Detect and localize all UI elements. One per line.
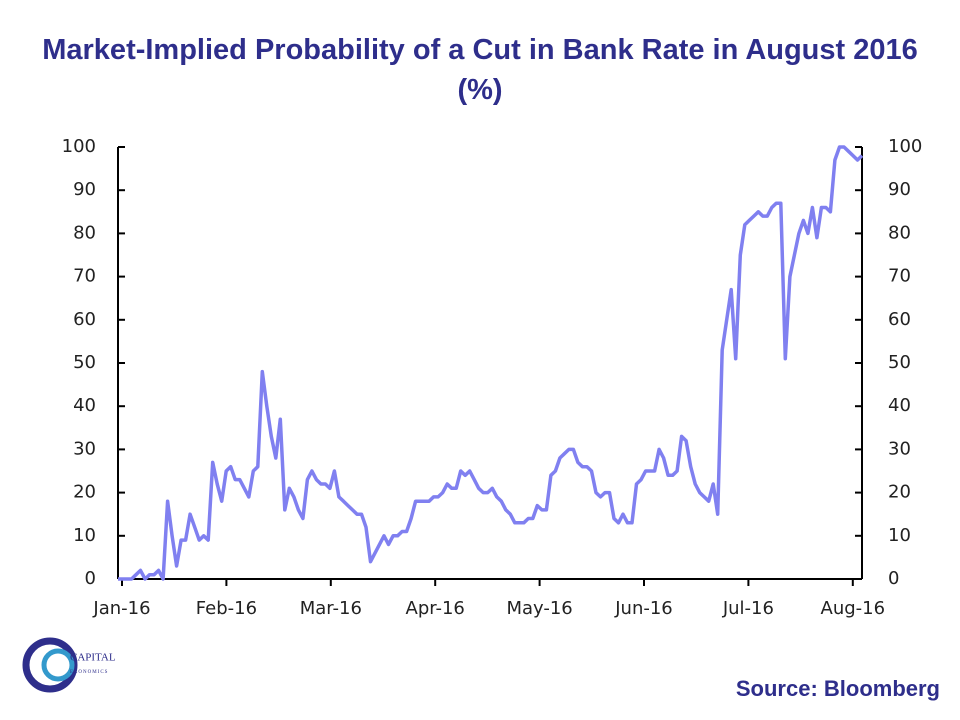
y2-tick-label: 40: [888, 395, 911, 416]
y-tick-label: 100: [62, 136, 96, 157]
x-tick-label: Mar-16: [300, 598, 362, 619]
y2-tick-label: 10: [888, 525, 911, 546]
x-tick-label: Jun-16: [614, 598, 673, 619]
y2-tick-label: 90: [888, 179, 911, 200]
x-tick-label: Apr-16: [406, 598, 465, 619]
y-tick-label: 50: [73, 352, 96, 373]
y2-tick-label: 60: [888, 309, 911, 330]
y-tick-label: 40: [73, 395, 96, 416]
x-tick-label: Aug-16: [821, 598, 886, 619]
y-tick-label: 60: [73, 309, 96, 330]
y2-tick-label: 0: [888, 568, 899, 589]
x-tick-label: Jan-16: [92, 598, 150, 619]
source: Source: Bloomberg: [736, 676, 940, 701]
y-tick-label: 80: [73, 222, 96, 243]
y-tick-label: 0: [85, 568, 96, 589]
x-tick-label: Feb-16: [196, 598, 257, 619]
y2-tick-label: 100: [888, 136, 922, 157]
logo: CAPITAL ECONOMICS: [22, 637, 116, 693]
x-tick-label: Jul-16: [722, 598, 774, 619]
data-line: [118, 145, 864, 581]
logo-ring: [22, 637, 78, 693]
y-tick-label: 20: [73, 482, 96, 503]
logo-name: CAPITAL: [70, 652, 116, 664]
y-tick-label: 10: [73, 525, 96, 546]
y2-tick-label: 30: [888, 438, 911, 459]
x-tick-label: May-16: [506, 598, 572, 619]
y-tick-label: 70: [73, 266, 96, 287]
y-tick-label: 30: [73, 438, 96, 459]
logo-ring-inner: [41, 648, 75, 682]
y-tick-label: 90: [73, 179, 96, 200]
chart-title: Market-Implied Probability of a Cut in B…: [42, 34, 918, 106]
y2-tick-label: 20: [888, 482, 911, 503]
logo-subtitle: ECONOMICS: [70, 670, 108, 675]
y2-tick-label: 50: [888, 352, 911, 373]
y2-tick-label: 70: [888, 266, 911, 287]
y2-tick-label: 80: [888, 222, 911, 243]
